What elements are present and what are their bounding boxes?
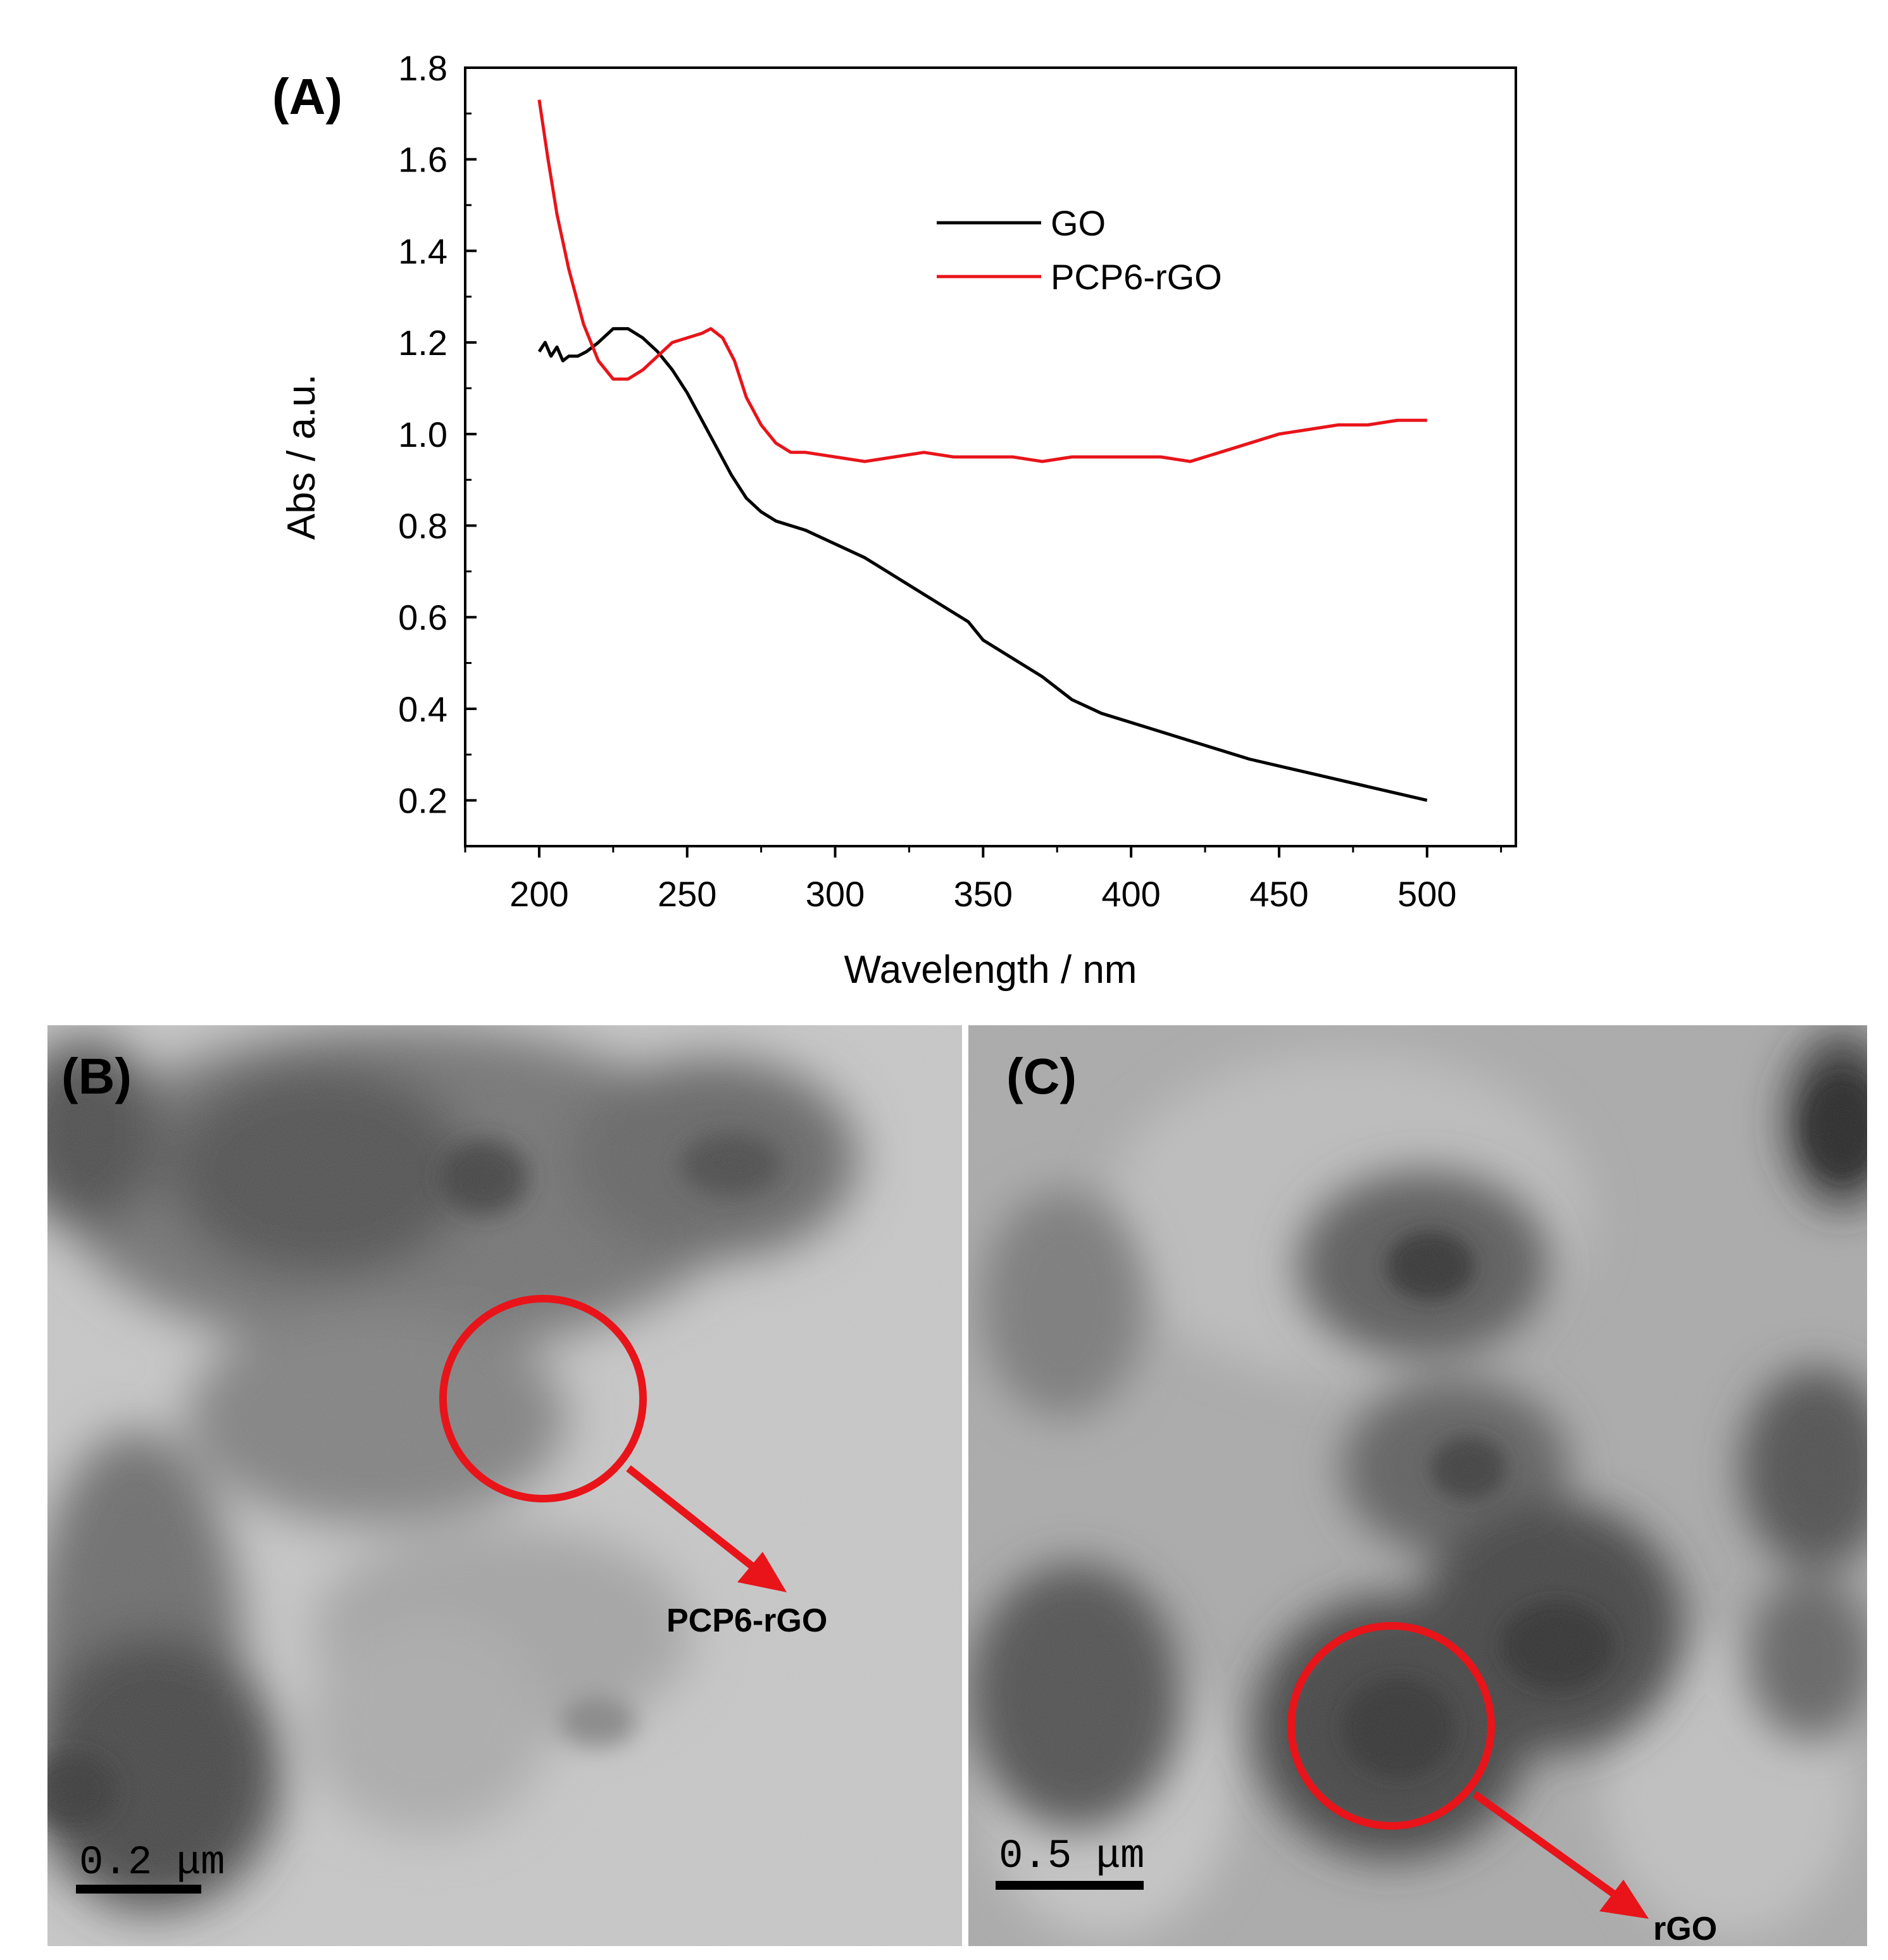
panel-b-label: (B) <box>61 1048 132 1104</box>
scale-bar <box>996 1881 1144 1890</box>
panel-a-label: (A) <box>272 68 342 125</box>
plot-frame <box>464 66 1517 847</box>
x-tick-label: 350 <box>954 874 1013 914</box>
chart-svg: (A) 0.2 0.4 0.6 0.8 1.0 1.2 1.4 1.6 1.8 200 250 30… <box>272 48 1517 992</box>
y-tick-label: 0.4 <box>398 689 447 729</box>
annotation-rgo: rGO <box>1653 1911 1717 1946</box>
tem-grain <box>47 1025 962 1946</box>
series-layer <box>537 99 1428 802</box>
highlight-circle <box>439 1295 647 1502</box>
scale-bar-label: 0.5 μm <box>999 1834 1144 1880</box>
panel-c-label: (C) <box>1006 1048 1077 1104</box>
legend-label: PCP6-rGO <box>1051 257 1222 297</box>
highlight-circle <box>1287 1622 1495 1830</box>
series-line-go <box>537 327 1428 802</box>
annotation-pcp6-rgo: PCP6-rGO <box>666 1602 827 1639</box>
x-axis-label: Wavelength / nm <box>844 948 1137 992</box>
legend: GO PCP6-rGO <box>937 203 1222 297</box>
x-axis-ticks: 200 250 300 350 400 450 500 <box>464 846 1503 914</box>
series-line-pcp6-rgo <box>537 99 1427 463</box>
y-tick-label: 0.2 <box>398 781 447 821</box>
arrow-line <box>1472 1791 1623 1902</box>
y-tick-label: 1.2 <box>398 323 447 363</box>
uv-vis-chart: (A) 0.2 0.4 0.6 0.8 1.0 1.2 1.4 1.6 1.8 200 250 30… <box>272 48 1517 992</box>
x-tick-label: 500 <box>1397 874 1456 914</box>
y-tick-label: 0.8 <box>398 506 447 546</box>
x-tick-label: 200 <box>510 874 568 914</box>
tem-image-pcp6-rgo: (B) PCP6-rGO 0.2 μm <box>47 1025 962 1946</box>
y-tick-label: 0.6 <box>398 597 447 637</box>
x-tick-label: 300 <box>806 874 865 914</box>
scale-bar <box>76 1885 201 1894</box>
y-tick-label: 1.8 <box>398 48 447 88</box>
y-tick-label: 1.6 <box>398 140 447 180</box>
arrow-line <box>626 1465 759 1573</box>
legend-label: GO <box>1051 203 1106 243</box>
y-axis-ticks: 0.2 0.4 0.6 0.8 1.0 1.2 1.4 1.6 1.8 <box>398 48 477 821</box>
arrow-head <box>1599 1880 1649 1919</box>
tem-grain <box>968 1025 1867 1946</box>
x-tick-label: 250 <box>658 874 716 914</box>
x-tick-label: 450 <box>1249 874 1308 914</box>
y-axis-label: Abs / a.u. <box>280 374 323 540</box>
arrow-head <box>737 1552 787 1592</box>
y-tick-label: 1.4 <box>398 231 447 271</box>
tem-image-rgo: (C) rGO 0.5 μm <box>968 1025 1867 1946</box>
scale-bar-label: 0.2 μm <box>79 1840 225 1886</box>
x-tick-label: 400 <box>1101 874 1160 914</box>
y-tick-label: 1.0 <box>398 415 447 454</box>
